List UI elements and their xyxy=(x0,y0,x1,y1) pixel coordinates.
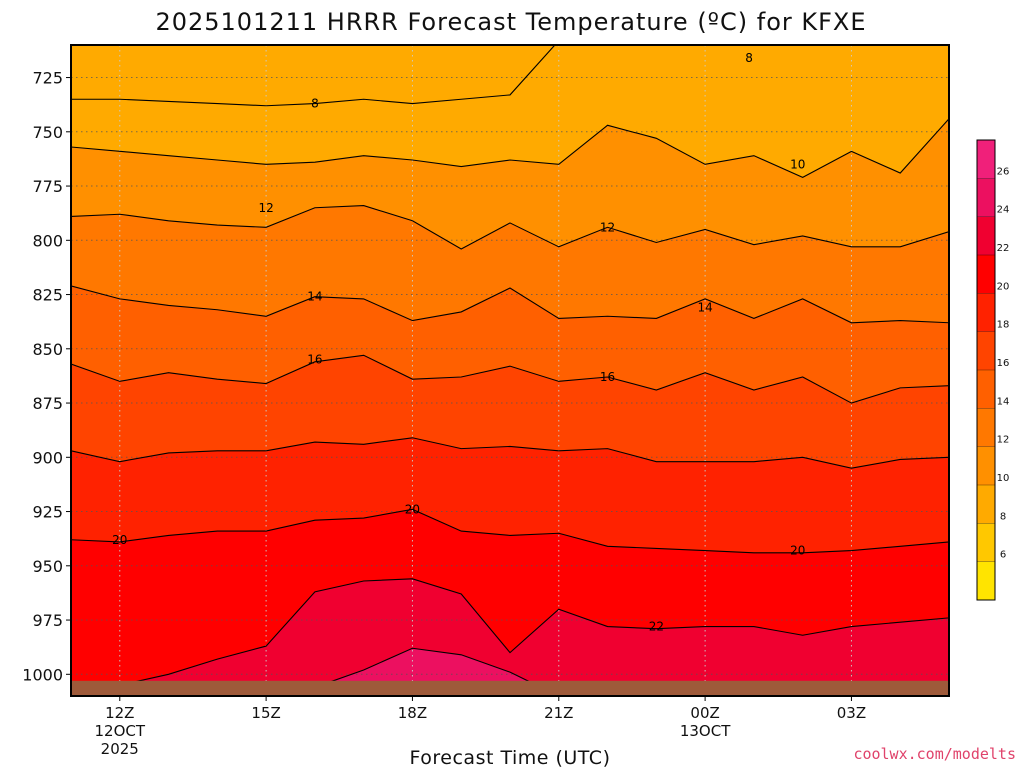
colorbar-tick-label: 22 xyxy=(997,243,1010,254)
colorbar-tick-label: 24 xyxy=(997,205,1010,216)
contour-line-24 xyxy=(71,647,949,696)
x-tick-label: 18Z xyxy=(398,704,427,722)
temperature-bands xyxy=(71,45,949,696)
contour-line-8 xyxy=(71,45,556,107)
colorbar-tick-label: 18 xyxy=(997,320,1010,331)
contour-label: 22 xyxy=(649,620,664,634)
y-tick-label: 950 xyxy=(32,557,63,576)
y-tick-label: 825 xyxy=(32,286,63,305)
contour-label: 14 xyxy=(697,301,712,315)
colorbar-segment-4 xyxy=(977,561,995,600)
contour-line-14 xyxy=(71,285,949,324)
y-tick-label: 875 xyxy=(32,394,63,413)
contour-label: 8 xyxy=(311,97,319,111)
chart-title: 2025101211 HRRR Forecast Temperature (ºC… xyxy=(155,8,866,36)
credit-text: coolwx.com/modelts xyxy=(853,745,1016,763)
contour-line-22 xyxy=(71,578,949,696)
colorbar-segment-22 xyxy=(977,216,995,255)
colorbar-tick-label: 10 xyxy=(997,473,1010,484)
colorbar-tick-label: 6 xyxy=(1000,550,1006,561)
plot-frame xyxy=(70,44,950,697)
contour-label: 8 xyxy=(745,51,753,65)
y-tick-label: 800 xyxy=(32,231,63,250)
x-tick-date-label: 12OCT xyxy=(95,722,146,740)
contour-label: 10 xyxy=(790,157,805,171)
y-tick-label: 925 xyxy=(32,503,63,522)
x-tick-year-label: 2025 xyxy=(101,740,139,758)
contour-line-12 xyxy=(71,205,949,250)
y-tick-label: 750 xyxy=(32,123,63,142)
colorbar-segment-20 xyxy=(977,255,995,294)
colorbar-segment-10 xyxy=(977,446,995,485)
contour-label: 20 xyxy=(405,502,420,516)
contour-label: 20 xyxy=(112,533,127,547)
contour-line-10 xyxy=(71,118,949,178)
contour-label: 20 xyxy=(790,544,805,558)
contour-label: 12 xyxy=(600,220,615,234)
x-tick-label: 15Z xyxy=(251,704,280,722)
colorbar-tick-label: 8 xyxy=(1000,511,1006,522)
x-tick-label: 12Z xyxy=(105,704,134,722)
contour-label: 12 xyxy=(258,201,273,215)
y-tick-label: 900 xyxy=(32,448,63,467)
contour-label: 16 xyxy=(600,370,615,384)
colorbar-legend: 6 8 10 12 14 16 18 20 22 24 26 xyxy=(976,139,1010,601)
colorbar-tick-label: 20 xyxy=(997,281,1010,292)
axes: 725 750 775 800 825 850 875 900 925 950 975 1000 12Z… xyxy=(22,44,950,758)
contour-lines xyxy=(71,45,949,696)
x-tick-label: 03Z xyxy=(837,704,866,722)
x-tick-label: 21Z xyxy=(544,704,573,722)
contour-line-16 xyxy=(71,354,949,404)
band-above-22 xyxy=(71,578,949,696)
y-tick-label: 850 xyxy=(32,340,63,359)
x-axis-label: Forecast Time (UTC) xyxy=(410,747,611,768)
colorbar-segment-24 xyxy=(977,178,995,217)
contour-label: 16 xyxy=(307,353,322,367)
y-tick-label: 775 xyxy=(32,177,63,196)
colorbar-segment-12 xyxy=(977,408,995,447)
colorbar-tick-label: 14 xyxy=(997,396,1010,407)
x-tick-label: 00Z xyxy=(690,704,719,722)
plot-area: 8 8 10 12 12 14 14 16 16 20 20 20 22 xyxy=(71,45,949,696)
colorbar-tick-label: 16 xyxy=(997,358,1010,369)
grid-lines xyxy=(71,45,949,696)
contour-line-20 xyxy=(71,508,949,554)
colorbar-segment-26 xyxy=(977,140,995,179)
colorbar-segment-14 xyxy=(977,370,995,409)
colorbar-segment-18 xyxy=(977,293,995,332)
contour-label: 14 xyxy=(307,290,322,304)
colorbar-tick-label: 26 xyxy=(997,166,1010,177)
y-tick-label: 1000 xyxy=(22,665,63,684)
colorbar-segment-16 xyxy=(977,331,995,370)
ground-surface xyxy=(71,680,949,696)
y-tick-label: 725 xyxy=(32,69,63,88)
colorbar-tick-label: 12 xyxy=(997,435,1010,446)
colorbar-segment-6 xyxy=(977,523,995,562)
contour-line-18 xyxy=(71,437,949,469)
colorbar-segment-8 xyxy=(977,485,995,524)
contour-labels: 8 8 10 12 12 14 14 16 16 20 20 20 22 xyxy=(112,51,805,634)
x-tick-date-label: 13OCT xyxy=(680,722,731,740)
y-tick-label: 975 xyxy=(32,611,63,630)
